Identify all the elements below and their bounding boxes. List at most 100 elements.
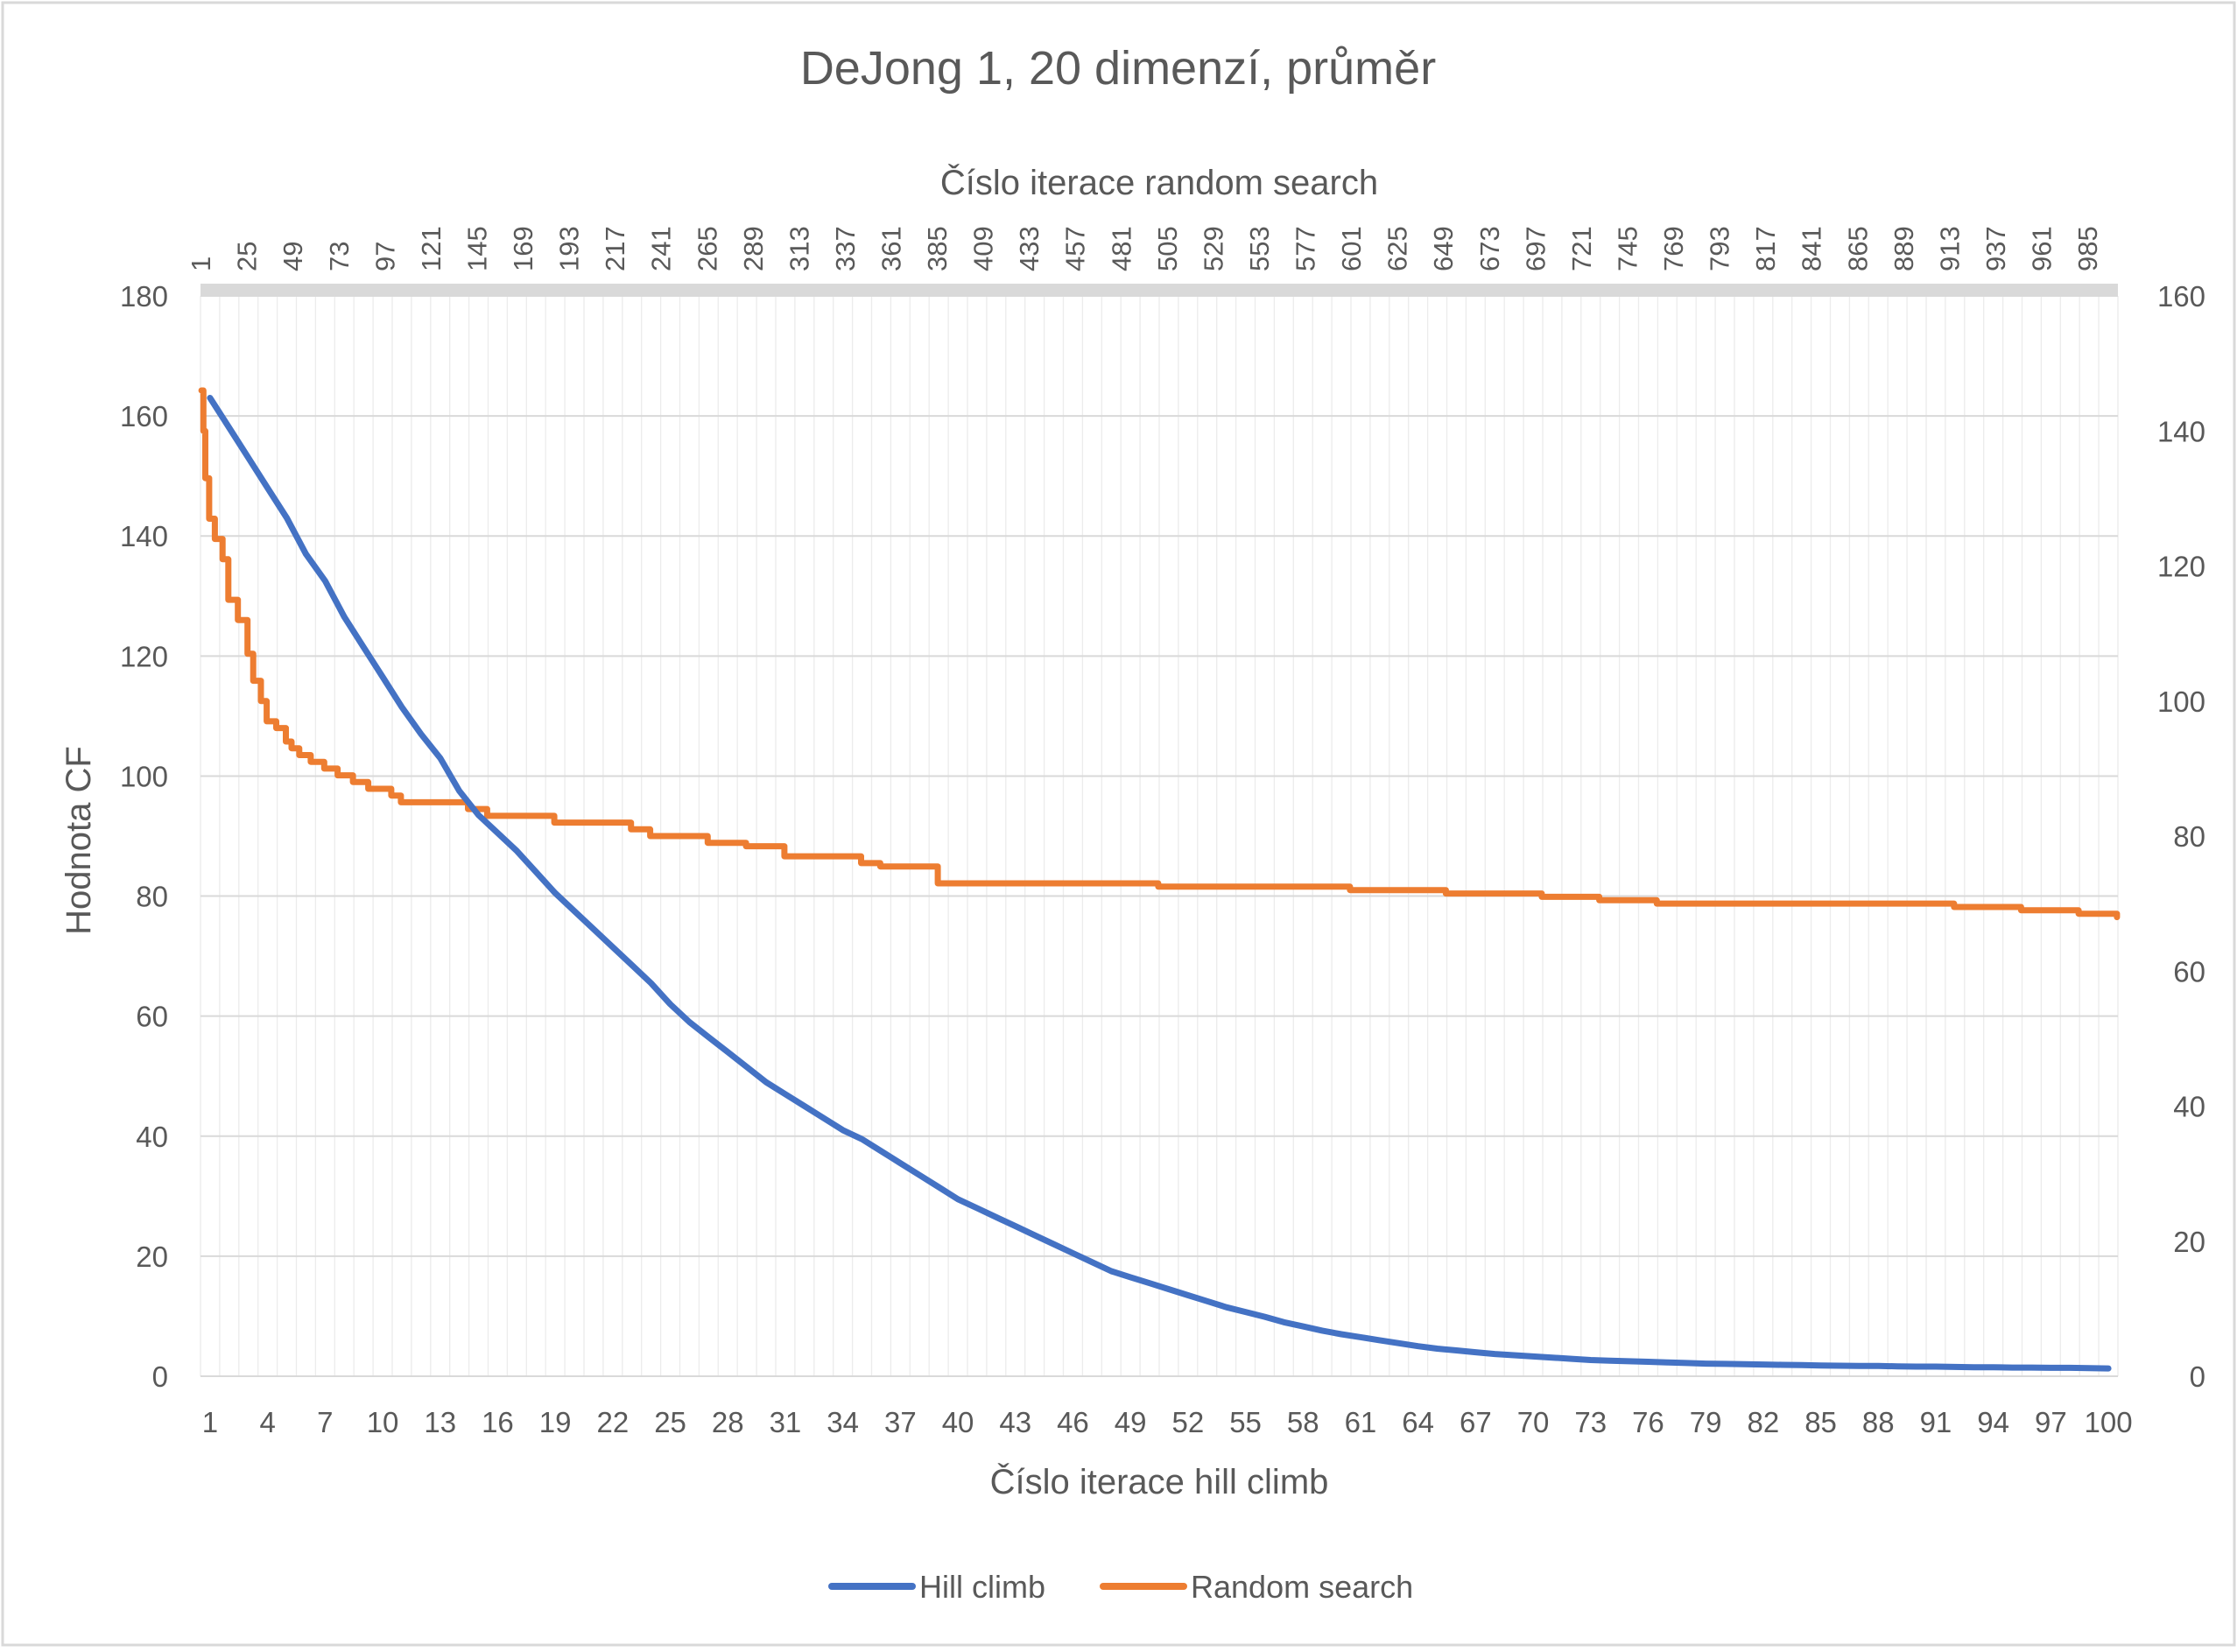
x-tick-label: 22	[596, 1406, 629, 1438]
x-tick-label: 67	[1460, 1406, 1492, 1438]
y2-tick-label: 60	[2173, 955, 2205, 988]
chart-title: DeJong 1, 20 dimenzí, průměr	[800, 42, 1436, 95]
x-tick-label: 49	[1115, 1406, 1147, 1438]
x-axis-ticks: 1 4 7 10 13 16 19 22 25 28 31 34 37 40 43 46 49 52 55 58 61 6…	[202, 1406, 2133, 1438]
x2-tick-label: 817	[1750, 226, 1781, 271]
x-tick-label: 28	[712, 1406, 744, 1438]
y-axis-title: Hodnota CF	[60, 746, 98, 935]
top-axis-band	[200, 284, 2118, 296]
y-axis-ticks: 0 20 40 60 80 100 120 140 160 180	[120, 280, 168, 1393]
y-tick-label: 120	[120, 640, 168, 672]
x2-axis-ticks: 1 25 49 73 97 121 145 169 193 217 241 265 289 313 337 3…	[186, 226, 2103, 271]
x-tick-label: 64	[1402, 1406, 1434, 1438]
y2-tick-label: 0	[2190, 1360, 2205, 1393]
x-tick-label: 40	[942, 1406, 974, 1438]
x2-tick-label: 841	[1797, 226, 1827, 271]
x2-tick-label: 169	[508, 226, 538, 271]
y-tick-label: 20	[136, 1241, 168, 1273]
y2-tick-label: 80	[2173, 820, 2205, 853]
x2-tick-label: 409	[968, 226, 999, 271]
y2-tick-label: 140	[2157, 415, 2205, 447]
x-tick-label: 16	[482, 1406, 514, 1438]
x2-tick-label: 937	[1980, 226, 2011, 271]
x2-axis-title: Číslo iterace random search	[940, 163, 1378, 202]
x2-tick-label: 865	[1842, 226, 1873, 271]
x-tick-label: 100	[2085, 1406, 2133, 1438]
y-tick-label: 160	[120, 400, 168, 432]
x-tick-label: 19	[539, 1406, 572, 1438]
x2-tick-label: 481	[1106, 226, 1136, 271]
x2-tick-label: 913	[1934, 226, 1965, 271]
y2-tick-label: 40	[2173, 1091, 2205, 1123]
x-tick-label: 25	[654, 1406, 686, 1438]
x2-tick-label: 625	[1382, 226, 1413, 271]
x2-tick-label: 193	[554, 226, 585, 271]
x-tick-label: 43	[999, 1406, 1031, 1438]
x2-tick-label: 337	[830, 226, 861, 271]
x-tick-label: 91	[1920, 1406, 1952, 1438]
x2-tick-label: 241	[646, 226, 677, 271]
x-tick-label: 1	[202, 1406, 218, 1438]
x-tick-label: 61	[1345, 1406, 1377, 1438]
x-tick-label: 88	[1862, 1406, 1895, 1438]
x2-tick-label: 1	[186, 257, 216, 271]
x2-tick-label: 217	[600, 226, 630, 271]
y-tick-label: 100	[120, 760, 168, 792]
x-tick-label: 70	[1517, 1406, 1550, 1438]
y-tick-label: 40	[136, 1121, 168, 1153]
series-line-hill-climb	[207, 395, 2112, 1372]
series-line-random-search	[198, 387, 2121, 921]
y-tick-label: 0	[152, 1360, 168, 1393]
legend-label-random-search: Random search	[1191, 1569, 1413, 1605]
y-tick-label: 60	[136, 1001, 168, 1033]
x2-tick-label: 721	[1566, 226, 1597, 271]
x-tick-label: 82	[1747, 1406, 1779, 1438]
y2-tick-label: 20	[2173, 1226, 2205, 1258]
y-tick-label: 80	[136, 881, 168, 913]
x2-tick-label: 793	[1705, 226, 1735, 271]
x2-tick-label: 433	[1014, 226, 1045, 271]
x-tick-label: 73	[1574, 1406, 1607, 1438]
x2-tick-label: 769	[1658, 226, 1689, 271]
x2-tick-label: 121	[416, 226, 447, 271]
x2-tick-label: 49	[278, 242, 308, 271]
x2-tick-label: 649	[1428, 226, 1459, 271]
y2-tick-label: 100	[2157, 685, 2205, 718]
x-tick-label: 46	[1057, 1406, 1089, 1438]
x-tick-label: 58	[1287, 1406, 1319, 1438]
x-tick-label: 79	[1690, 1406, 1722, 1438]
x-axis-title: Číslo iterace hill climb	[990, 1462, 1329, 1501]
x-tick-label: 34	[827, 1406, 859, 1438]
y2-axis-ticks: 0 20 40 60 80 100 120 140 160	[2157, 280, 2205, 1393]
x-tick-label: 37	[884, 1406, 917, 1438]
legend-label-hill-climb: Hill climb	[919, 1569, 1045, 1605]
x2-tick-label: 145	[461, 226, 492, 271]
x-tick-label: 76	[1632, 1406, 1664, 1438]
x-tick-label: 85	[1804, 1406, 1837, 1438]
series-layer	[198, 387, 2121, 1372]
legend: Hill climb Random search	[828, 1569, 1413, 1605]
x2-tick-label: 961	[2026, 226, 2057, 271]
y-tick-label: 140	[120, 520, 168, 552]
x2-tick-label: 73	[324, 242, 355, 271]
y2-tick-label: 160	[2157, 280, 2205, 313]
minor-gridlines	[200, 296, 2119, 1376]
x2-tick-label: 553	[1244, 226, 1275, 271]
x2-tick-label: 745	[1612, 226, 1643, 271]
x2-tick-label: 601	[1336, 226, 1367, 271]
x2-tick-label: 529	[1198, 226, 1228, 271]
x2-tick-label: 985	[2072, 226, 2103, 271]
x2-tick-label: 289	[738, 226, 769, 271]
y-tick-label: 180	[120, 280, 168, 313]
x2-tick-label: 385	[922, 226, 953, 271]
x-tick-label: 52	[1171, 1406, 1204, 1438]
x2-tick-label: 25	[232, 242, 263, 271]
x2-tick-label: 265	[692, 226, 722, 271]
x2-tick-label: 697	[1520, 226, 1551, 271]
x2-tick-label: 889	[1889, 226, 1919, 271]
x2-tick-label: 457	[1060, 226, 1091, 271]
x2-tick-label: 673	[1474, 226, 1505, 271]
